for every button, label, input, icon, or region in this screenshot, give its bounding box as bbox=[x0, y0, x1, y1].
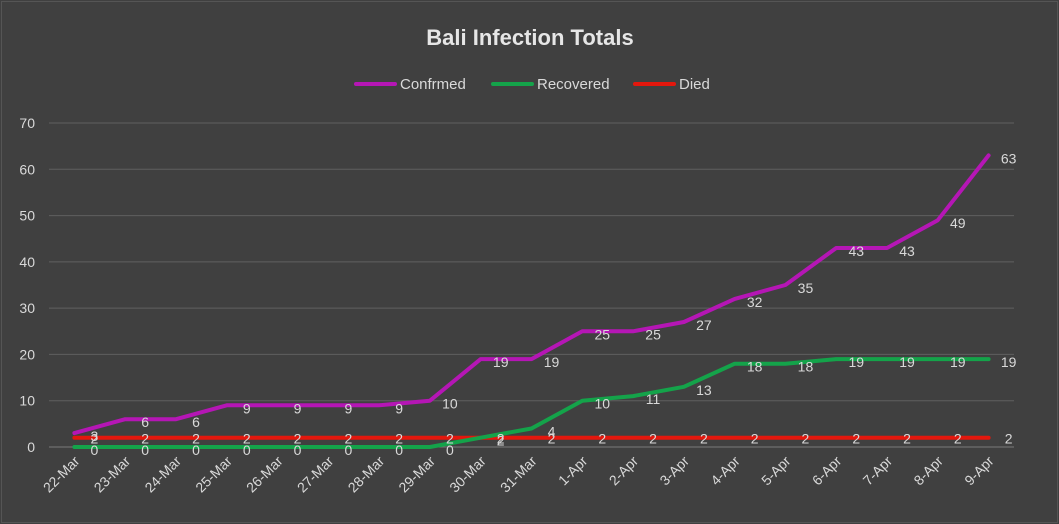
x-tick-label: 22-Mar bbox=[40, 453, 83, 496]
x-tick-label: 4-Apr bbox=[707, 453, 743, 489]
data-label-died: 2 bbox=[852, 431, 860, 447]
data-label-confrmed: 6 bbox=[192, 414, 200, 430]
data-label-died: 2 bbox=[497, 431, 505, 447]
data-label-died: 2 bbox=[344, 431, 352, 447]
x-tick-label: 8-Apr bbox=[910, 453, 946, 489]
y-tick-label: 40 bbox=[19, 254, 35, 270]
x-tick-label: 5-Apr bbox=[758, 453, 794, 489]
data-label-died: 2 bbox=[395, 431, 403, 447]
data-label-died: 2 bbox=[598, 431, 606, 447]
data-label-recovered: 0 bbox=[90, 442, 98, 458]
legend-label-recovered: Recovered bbox=[537, 76, 610, 93]
grid bbox=[49, 122, 1014, 448]
x-tick-label: 26-Mar bbox=[243, 453, 286, 496]
x-tick-label: 6-Apr bbox=[809, 453, 845, 489]
data-label-died: 2 bbox=[446, 431, 454, 447]
data-label-confrmed: 43 bbox=[848, 243, 864, 259]
data-label-died: 2 bbox=[954, 431, 962, 447]
x-tick-label: 24-Mar bbox=[141, 453, 184, 496]
data-label-died: 2 bbox=[751, 431, 759, 447]
x-tick-label: 23-Mar bbox=[91, 453, 134, 496]
series-line-confrmed bbox=[72, 153, 991, 436]
data-label-confrmed: 3 bbox=[90, 428, 98, 444]
data-label-confrmed: 9 bbox=[395, 400, 403, 416]
data-label-recovered: 10 bbox=[595, 396, 611, 412]
y-tick-label: 60 bbox=[19, 161, 35, 177]
x-tick-label: 30-Mar bbox=[446, 453, 489, 496]
data-label-recovered: 0 bbox=[141, 442, 149, 458]
data-label-confrmed: 32 bbox=[747, 294, 763, 310]
data-label-recovered: 19 bbox=[899, 354, 915, 370]
data-label-confrmed: 19 bbox=[544, 354, 560, 370]
data-label-recovered: 19 bbox=[1001, 354, 1017, 370]
data-label-recovered: 19 bbox=[950, 354, 966, 370]
data-label-confrmed: 10 bbox=[442, 396, 458, 412]
data-label-confrmed: 27 bbox=[696, 317, 712, 333]
y-tick-label: 50 bbox=[19, 208, 35, 224]
data-label-recovered: 0 bbox=[243, 442, 251, 458]
x-tick-label: 31-Mar bbox=[497, 453, 540, 496]
data-label-confrmed: 6 bbox=[141, 414, 149, 430]
data-label-died: 2 bbox=[700, 431, 708, 447]
data-label-died: 2 bbox=[294, 431, 302, 447]
x-tick-label: 29-Mar bbox=[395, 453, 438, 496]
x-tick-label: 27-Mar bbox=[294, 453, 337, 496]
data-label-confrmed: 9 bbox=[294, 400, 302, 416]
data-label-died: 2 bbox=[649, 431, 657, 447]
y-tick-label: 20 bbox=[19, 346, 35, 362]
data-label-recovered: 13 bbox=[696, 382, 712, 398]
data-label-recovered: 0 bbox=[446, 442, 454, 458]
data-label-recovered: 0 bbox=[294, 442, 302, 458]
data-label-confrmed: 43 bbox=[899, 243, 915, 259]
data-label-recovered: 18 bbox=[747, 359, 763, 375]
x-axis-ticks: 22-Mar 23-Mar 24-Mar 25-Mar 26-Mar 27-Mar 28-M… bbox=[40, 453, 997, 496]
data-label-died: 2 bbox=[90, 431, 98, 447]
series-lines bbox=[72, 153, 991, 449]
x-tick-label: 1-Apr bbox=[555, 453, 591, 489]
y-tick-label: 10 bbox=[19, 393, 35, 409]
x-tick-label: 9-Apr bbox=[961, 453, 997, 489]
data-label-recovered: 18 bbox=[798, 359, 814, 375]
data-label-recovered: 2 bbox=[497, 433, 505, 449]
data-label-recovered: 4 bbox=[548, 423, 556, 439]
data-label-recovered: 0 bbox=[344, 442, 352, 458]
data-label-died: 2 bbox=[243, 431, 251, 447]
data-label-died: 2 bbox=[1005, 431, 1013, 447]
x-tick-label: 3-Apr bbox=[656, 453, 692, 489]
data-label-confrmed: 19 bbox=[493, 354, 509, 370]
data-label-recovered: 0 bbox=[395, 442, 403, 458]
data-label-confrmed: 9 bbox=[344, 400, 352, 416]
data-label-confrmed: 25 bbox=[645, 326, 661, 342]
data-label-died: 2 bbox=[192, 431, 200, 447]
x-tick-label: 28-Mar bbox=[345, 453, 388, 496]
data-label-confrmed: 63 bbox=[1001, 150, 1017, 166]
data-label-recovered: 19 bbox=[848, 354, 864, 370]
data-label-confrmed: 35 bbox=[798, 280, 814, 296]
x-tick-label: 7-Apr bbox=[860, 453, 896, 489]
data-label-recovered: 0 bbox=[192, 442, 200, 458]
x-tick-label: 25-Mar bbox=[192, 453, 235, 496]
data-label-recovered: 11 bbox=[646, 391, 661, 407]
chart-title: Bali Infection Totals bbox=[426, 25, 633, 50]
legend-label-confrmed: Confrmed bbox=[400, 76, 466, 93]
data-label-died: 2 bbox=[548, 431, 556, 447]
legend-label-died: Died bbox=[679, 76, 710, 93]
data-label-confrmed: 9 bbox=[243, 400, 251, 416]
data-label-died: 2 bbox=[903, 431, 911, 447]
series-line-recovered bbox=[72, 357, 991, 449]
data-label-died: 2 bbox=[141, 431, 149, 447]
y-axis-ticks: 0 10 20 30 40 50 60 70 bbox=[19, 115, 35, 455]
data-label-confrmed: 49 bbox=[950, 215, 966, 231]
data-label-died: 2 bbox=[802, 431, 810, 447]
y-tick-label: 30 bbox=[19, 300, 35, 316]
legend: Confrmed Recovered Died bbox=[354, 76, 710, 93]
data-label-confrmed: 25 bbox=[595, 326, 611, 342]
y-tick-label: 70 bbox=[19, 115, 35, 131]
x-tick-label: 2-Apr bbox=[606, 453, 642, 489]
y-tick-label: 0 bbox=[27, 439, 35, 455]
